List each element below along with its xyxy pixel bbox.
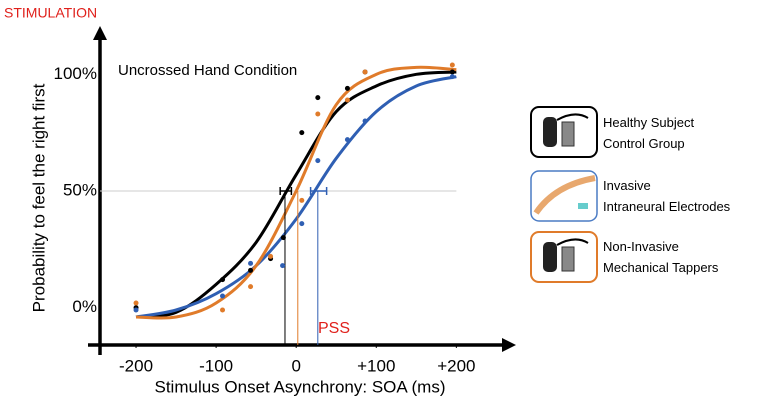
icon — [543, 242, 557, 272]
y-tick-label: 100% — [54, 64, 97, 83]
point — [280, 235, 286, 241]
point — [344, 137, 350, 143]
point — [220, 293, 226, 299]
point — [220, 277, 226, 283]
pss-label: PSS — [318, 320, 350, 337]
y-tick-label: 0% — [72, 297, 97, 316]
point — [315, 95, 321, 101]
icon — [578, 203, 588, 209]
legend-label: Healthy Subject Control Group — [603, 115, 695, 151]
x-tick-label: 0 — [291, 356, 300, 375]
x-axis-arrow — [502, 338, 516, 352]
point — [280, 263, 286, 269]
icon — [533, 175, 596, 215]
x-tick-label: +100 — [357, 356, 395, 375]
icon — [556, 238, 589, 246]
icon — [543, 117, 557, 147]
point — [362, 118, 368, 124]
point — [248, 260, 254, 266]
point — [133, 300, 139, 306]
point — [449, 62, 455, 68]
x-tick-label: -100 — [199, 356, 233, 375]
annotation: Uncrossed Hand Condition — [118, 62, 297, 79]
icon — [561, 246, 575, 272]
point — [220, 307, 226, 313]
x-tick-label: -200 — [119, 356, 153, 375]
point — [315, 158, 321, 164]
x-tick-label: +200 — [437, 356, 475, 375]
x-axis-label: Stimulus Onset Asynchrony: SOA (ms) — [155, 377, 446, 396]
point — [299, 130, 305, 136]
legend-label: Non-Invasive Mechanical Tappers — [603, 239, 719, 275]
point — [268, 253, 274, 259]
point — [449, 74, 455, 80]
point — [344, 85, 350, 91]
point — [299, 221, 305, 227]
point — [248, 267, 254, 273]
chart-title: STIMULATION — [4, 5, 97, 21]
y-axis-arrow — [93, 26, 107, 40]
legend-icons — [530, 106, 598, 283]
point — [344, 97, 350, 103]
fit-curve — [135, 70, 457, 319]
fit-curve — [135, 75, 457, 319]
point — [133, 307, 139, 313]
point — [362, 69, 368, 75]
y-tick-label: 50% — [63, 180, 97, 199]
icon — [556, 113, 589, 121]
fit-curve — [136, 65, 457, 320]
point — [449, 69, 455, 75]
legend-label: Invasive Intraneural Electrodes — [603, 178, 731, 214]
y-axis-label: Probability to feel the right first — [29, 83, 48, 312]
icon — [561, 121, 575, 147]
point — [315, 111, 321, 117]
point — [248, 284, 254, 290]
point — [299, 197, 305, 203]
